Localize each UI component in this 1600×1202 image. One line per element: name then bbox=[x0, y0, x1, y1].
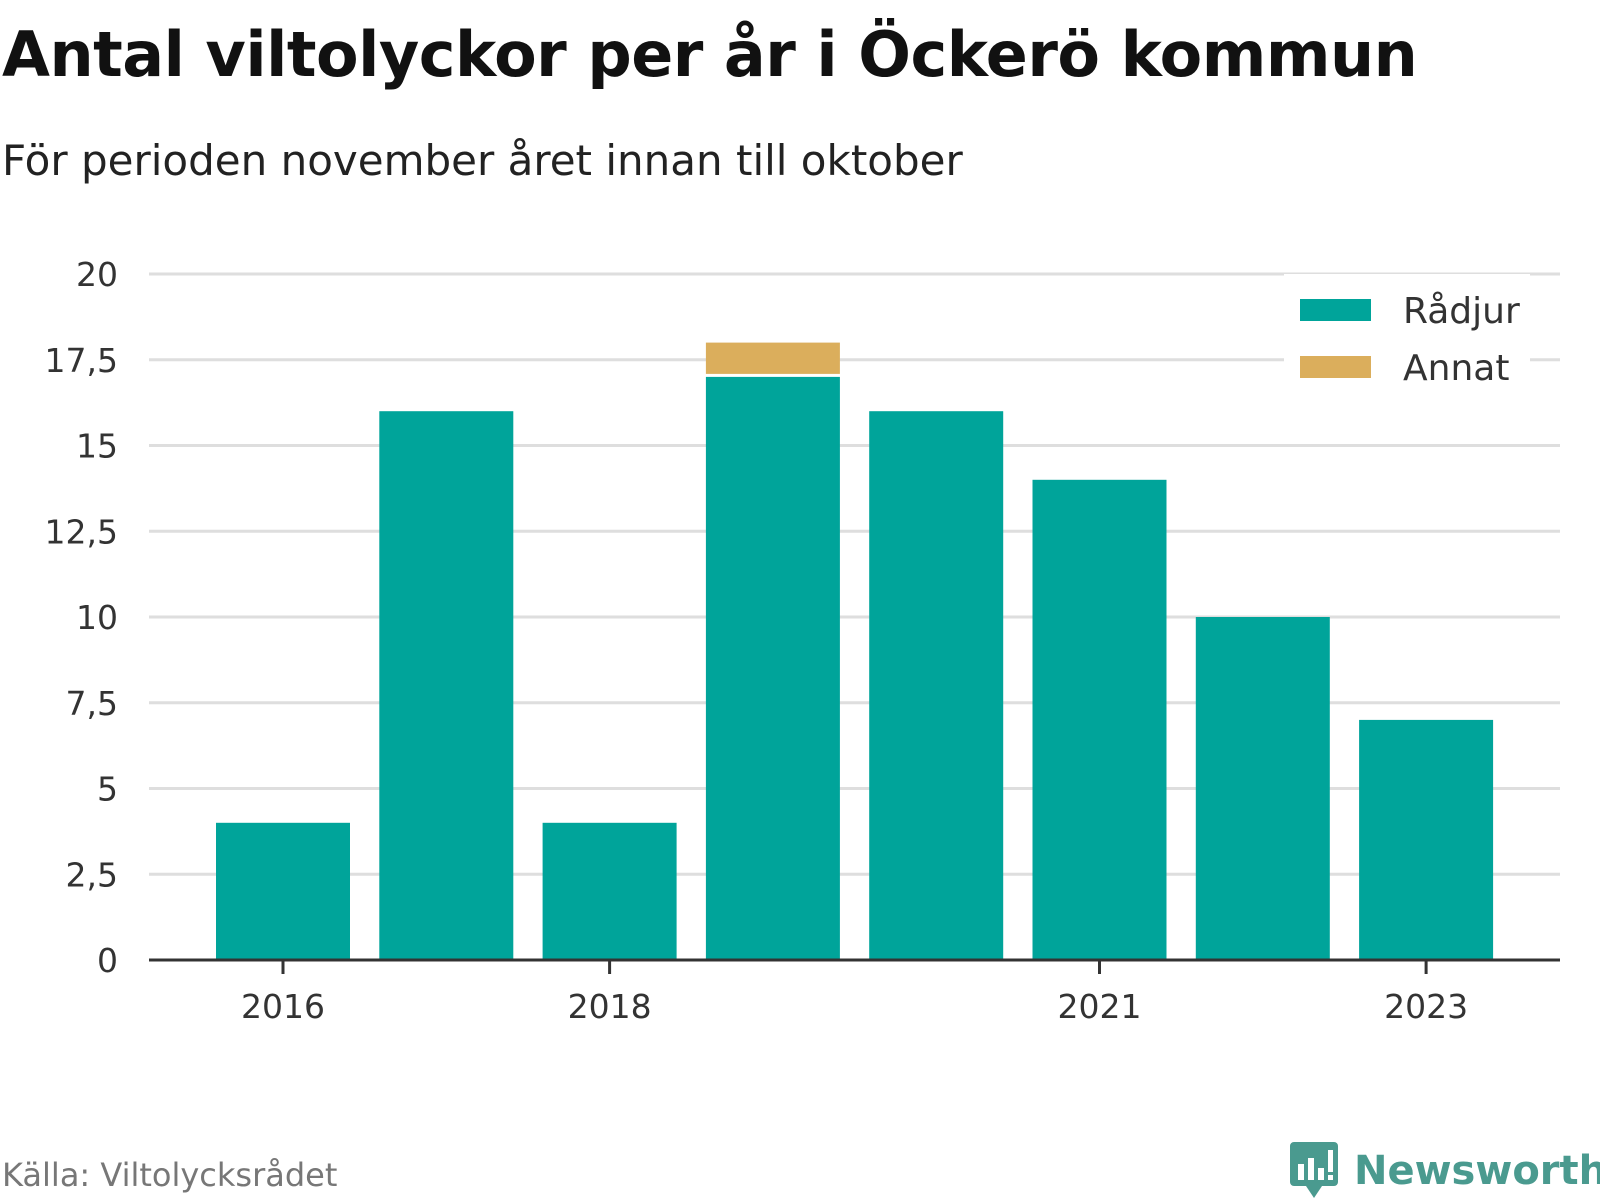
y-tick-label: 7,5 bbox=[66, 684, 118, 723]
y-tick-label: 17,5 bbox=[45, 341, 118, 380]
legend-label: Rådjur bbox=[1403, 291, 1520, 332]
bar-rådjur-2022 bbox=[1195, 617, 1330, 960]
x-tick-label: 2018 bbox=[568, 987, 652, 1026]
bar-rådjur-2020 bbox=[869, 411, 1004, 960]
y-tick-label: 10 bbox=[76, 598, 118, 637]
source-note: Källa: Viltolycksrådet bbox=[2, 1156, 338, 1194]
bar-rådjur-2018 bbox=[542, 822, 677, 960]
legend-label: Annat bbox=[1403, 348, 1509, 389]
bars bbox=[216, 342, 1494, 960]
x-tick-label: 2016 bbox=[241, 987, 325, 1026]
chart-title: Antal viltolyckor per år i Öckerö kommun bbox=[2, 18, 1418, 91]
legend: Rådjur Annat bbox=[1284, 274, 1530, 398]
bar-annat-2019 bbox=[705, 342, 840, 374]
y-tick-label: 0 bbox=[97, 941, 118, 980]
y-tick-label: 15 bbox=[76, 427, 118, 466]
y-tick-label: 20 bbox=[76, 255, 118, 294]
legend-swatch bbox=[1300, 299, 1371, 321]
brand-logo: Newsworthy bbox=[1288, 1140, 1600, 1202]
x-tick-label: 2021 bbox=[1058, 987, 1142, 1026]
legend-swatch bbox=[1300, 356, 1371, 378]
chart-subtitle: För perioden november året innan till ok… bbox=[2, 136, 963, 185]
newsworthy-logo-icon bbox=[1290, 1142, 1338, 1198]
bar-rådjur-2016 bbox=[216, 822, 350, 960]
bar-rådjur-2019 bbox=[705, 376, 840, 960]
bar-rådjur-2017 bbox=[379, 411, 514, 960]
x-tick-label: 2023 bbox=[1384, 987, 1468, 1026]
bar-rådjur-2023 bbox=[1359, 719, 1494, 960]
bar-rådjur-2021 bbox=[1032, 479, 1167, 960]
y-tick-label: 12,5 bbox=[45, 512, 118, 551]
brand-name: Newsworthy bbox=[1354, 1148, 1600, 1194]
y-tick-label: 2,5 bbox=[66, 855, 118, 894]
y-axis-ticks: 0 2,5 5 7,5 10 12,5 15 17,5 20 bbox=[45, 255, 118, 980]
x-axis-ticks: 2016 2018 2021 2023 bbox=[241, 960, 1468, 1026]
y-tick-label: 5 bbox=[97, 770, 118, 809]
